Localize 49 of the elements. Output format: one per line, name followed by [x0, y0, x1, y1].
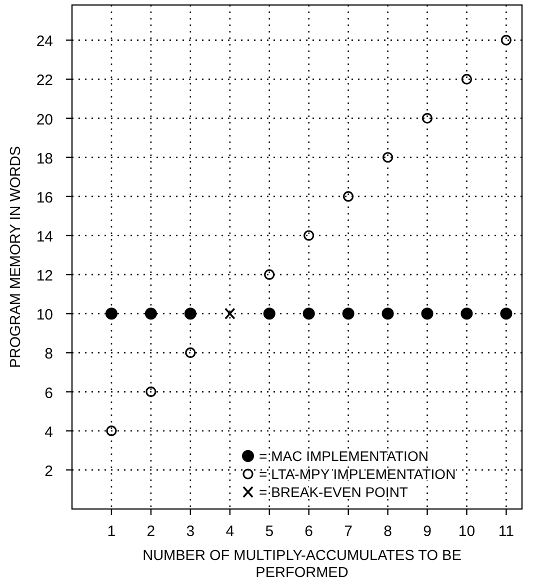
point [184, 308, 196, 320]
x-tick-label: 7 [344, 523, 352, 540]
y-tick-label: 24 [36, 33, 53, 50]
x-tick-label: 2 [146, 523, 156, 540]
y-tick-label: 10 [36, 306, 53, 324]
point [264, 269, 275, 280]
point [304, 230, 314, 241]
point [500, 34, 512, 46]
point [461, 74, 472, 85]
y-tick-label: 6 [44, 384, 53, 402]
point [342, 308, 354, 320]
point [144, 308, 157, 320]
y-tick-label: 22 [36, 72, 53, 90]
x-tick-label: 4 [226, 523, 234, 540]
point [105, 308, 118, 320]
y-tick-label: 18 [36, 150, 53, 168]
x-tick-label: 5 [265, 523, 274, 540]
x-axis-title: NUMBER OF MULTIPLY-ACCUMULATES TO BE PERFORMED [142, 548, 462, 581]
x-tick-label: 3 [186, 523, 195, 540]
point [382, 308, 394, 320]
legend-label: = BREAK-EVEN POINT [259, 484, 408, 500]
legend-label: = LTA-MPY IMPLEMENTATION [259, 466, 456, 482]
legend-label: = MAC IMPLEMENTATION [259, 448, 428, 464]
x-tick-label: 8 [384, 523, 392, 540]
point [146, 386, 156, 398]
point [263, 308, 276, 320]
point [382, 152, 394, 163]
x-tick-label: 9 [423, 523, 432, 540]
point [224, 308, 236, 320]
point [343, 191, 354, 202]
y-tick-label: 12 [36, 268, 53, 285]
point [500, 308, 512, 320]
x-tick-label: 10 [458, 523, 476, 540]
y-axis-title: PROGRAM MEMORY IN WORDS [8, 146, 24, 368]
point [106, 426, 117, 436]
y-tick-label: 8 [44, 346, 53, 363]
y-tick-label: 4 [44, 424, 53, 441]
x-tick-label: 6 [304, 523, 314, 540]
point [421, 308, 434, 320]
x-tick-label: 11 [498, 523, 514, 540]
point [185, 347, 196, 358]
y-tick-label: 2 [44, 462, 53, 480]
point [422, 113, 433, 124]
y-tick-label: 20 [36, 111, 53, 128]
y-tick-label: 14 [36, 228, 53, 246]
y-tick-label: 16 [36, 189, 53, 206]
point [460, 308, 473, 320]
x-tick-label: 1 [107, 523, 116, 540]
point [302, 308, 315, 320]
